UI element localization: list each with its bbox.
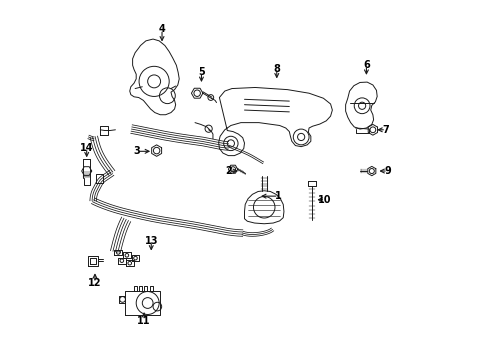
Text: 14: 14 — [80, 143, 93, 153]
Text: 8: 8 — [273, 64, 280, 74]
Text: 5: 5 — [198, 67, 204, 77]
Text: 13: 13 — [144, 236, 158, 246]
Text: 2: 2 — [224, 166, 231, 176]
Text: 4: 4 — [158, 24, 165, 35]
Text: 1: 1 — [275, 191, 282, 201]
Text: 6: 6 — [362, 60, 369, 70]
Text: 3: 3 — [133, 146, 140, 156]
Text: 9: 9 — [384, 166, 390, 176]
Text: 12: 12 — [88, 278, 102, 288]
Text: 10: 10 — [318, 195, 331, 205]
Text: 7: 7 — [382, 125, 389, 135]
Text: 11: 11 — [137, 316, 150, 325]
